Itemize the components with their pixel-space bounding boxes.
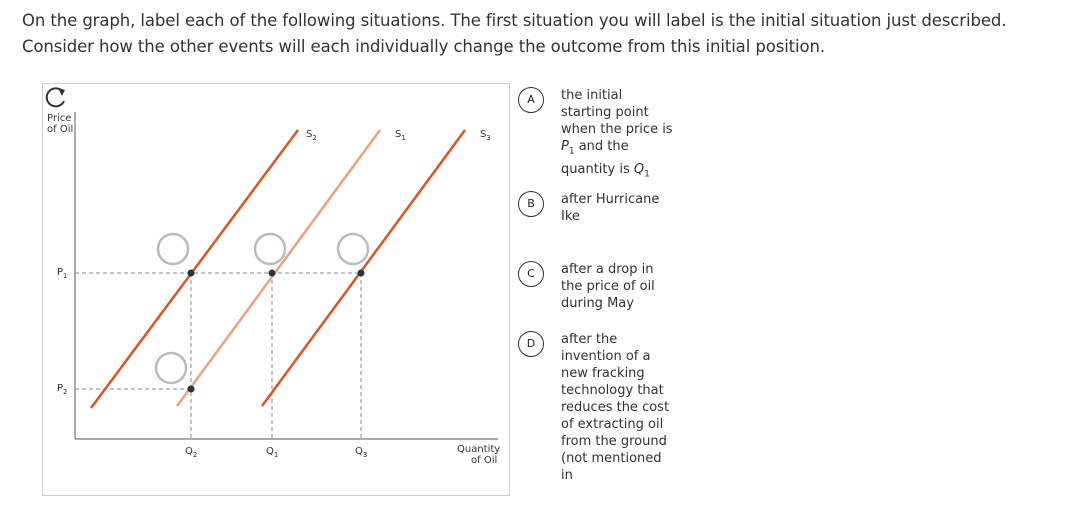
label-drop-target-4[interactable] [154,351,188,385]
choice-d-badge[interactable]: D [518,331,544,357]
supply-curve-s3 [260,129,467,407]
point-p1-q1 [268,269,276,277]
choice-d-text: after the invention of a new fracking te… [561,332,670,483]
tick-p2: P2 [57,383,68,396]
tick-q1: Q1 [266,446,279,459]
point-p2-q2 [187,385,195,393]
y-axis-label: Price of Oil [47,113,73,135]
point-p1-q2 [187,269,195,277]
graph-panel: Price of Oil P1 P2 Q2 Q1 Q3 S2 S1 S3 Qua… [42,83,510,496]
tick-q2: Q2 [185,446,198,459]
x-axis-label-line2: of Oil [471,455,498,466]
instructions-text: On the graph, label each of the followin… [22,11,1007,56]
y-axis-label-line1: Price [47,113,72,124]
label-s2: S2 [306,129,317,142]
choice-b-text: after Hurricane Ike [561,192,660,224]
point-p1-q3 [357,269,365,277]
y-axis-label-line2: of Oil [47,124,74,135]
x-axis-label-line1: Quantity [457,444,501,455]
tick-p1: P1 [57,267,68,280]
label-s1: S1 [395,129,406,142]
choice-c-badge[interactable]: C [518,261,544,287]
supply-curve-s1 [175,129,382,407]
label-drop-target-3[interactable] [336,232,370,266]
label-s3: S3 [480,129,491,142]
label-drop-target-1[interactable] [156,232,190,266]
choice-c-text: after a drop in the price of oil during … [561,262,655,311]
x-axis-label: Quantity of Oil [457,444,500,466]
reset-icon[interactable] [43,84,69,110]
supply-curve-s2 [89,129,300,409]
choice-b-badge[interactable]: B [518,191,544,217]
tick-q3: Q3 [355,446,368,459]
supply-graph [74,112,498,440]
choice-a-text: the initial starting point when the pric… [561,88,673,180]
label-choices: A the initial starting point when the pr… [518,84,678,494]
label-drop-target-2[interactable] [253,232,287,266]
choice-a-badge[interactable]: A [518,87,544,113]
